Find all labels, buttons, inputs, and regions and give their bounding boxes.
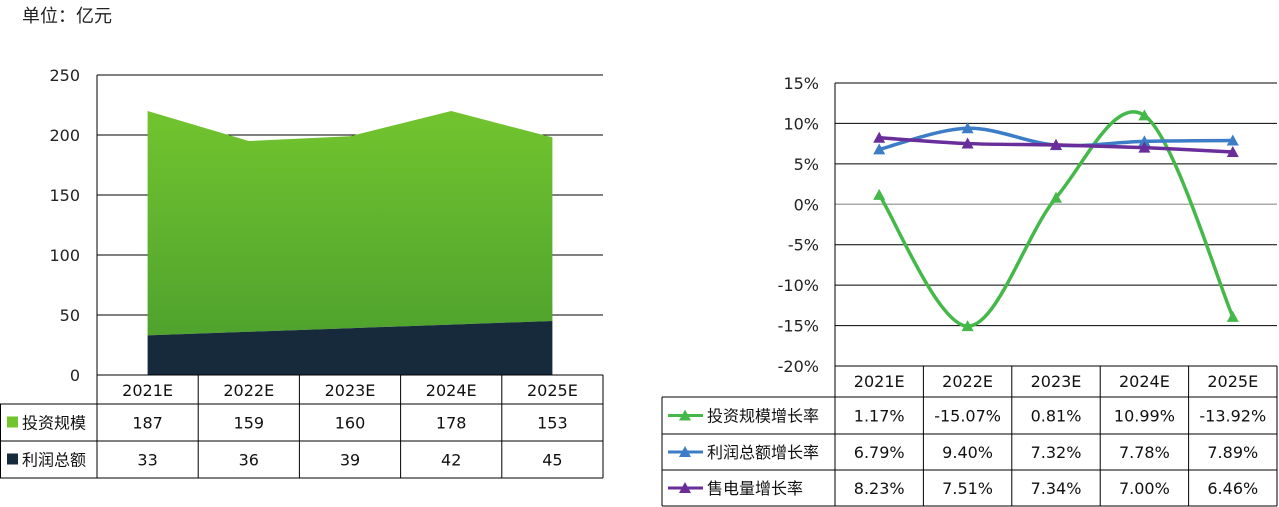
data-label: 7.34% [1031, 479, 1082, 498]
x-tick-label: 2022E [223, 381, 274, 400]
data-label: 7.32% [1031, 443, 1082, 462]
data-label: 10.99% [1114, 407, 1175, 426]
y-tick-label: 100 [49, 246, 80, 265]
data-label: 7.78% [1119, 443, 1170, 462]
data-label: 7.51% [942, 479, 993, 498]
y-tick-label: 150 [49, 186, 80, 205]
series-point [1138, 135, 1151, 147]
y-tick-label: 50 [60, 306, 80, 325]
data-label: 160 [335, 414, 366, 433]
data-label: 36 [239, 451, 259, 470]
legend-marker [679, 446, 691, 457]
right-line-chart: -20% -15% -10% -5% 0% 5% 10% 15% 2021E 2022E 2023E… [661, 74, 1278, 507]
data-label: 33 [137, 451, 157, 470]
data-label: -15.07% [934, 407, 1001, 426]
data-label: -13.92% [1199, 407, 1266, 426]
y-tick-label: 0% [794, 195, 819, 214]
legend-label: 利润总额增长率 [707, 443, 819, 462]
series-point [961, 122, 974, 134]
series-point [873, 131, 886, 143]
x-tick-label: 2025E [527, 381, 578, 400]
series-point [1138, 109, 1151, 121]
y-tick-label: -20% [778, 357, 819, 376]
left-area-chart: 0 50 100 150 200 250 2021E 2022E 2023E 2024E 2025E… [0, 66, 604, 479]
series-area-投资规模 [147, 111, 553, 336]
y-tick-label: -5% [788, 236, 819, 255]
data-label: 0.81% [1031, 407, 1082, 426]
legend-marker [679, 409, 691, 421]
y-tick-label: -15% [778, 317, 819, 336]
data-label: 6.79% [854, 443, 905, 462]
series-point [1226, 146, 1239, 158]
data-label: 6.46% [1207, 479, 1258, 498]
data-label: 153 [537, 414, 568, 433]
x-tick-label: 2021E [854, 372, 905, 391]
data-label: 1.17% [854, 407, 905, 426]
x-tick-label: 2023E [1031, 372, 1082, 391]
x-tick-label: 2021E [122, 381, 173, 400]
legend-label: 投资规模 [22, 414, 86, 433]
y-tick-label: -10% [778, 276, 819, 295]
series-point [873, 188, 886, 200]
unit-label: 单位：亿元 [22, 6, 112, 27]
data-label: 39 [340, 451, 360, 470]
x-tick-label: 2023E [325, 381, 376, 400]
legend-label: 利润总额 [22, 451, 86, 470]
data-label: 42 [441, 451, 461, 470]
y-tick-label: 5% [794, 155, 819, 174]
legend-key [7, 453, 18, 465]
legend-key [7, 416, 18, 428]
data-label: 8.23% [854, 479, 905, 498]
series-point [1226, 134, 1239, 146]
legend-label: 售电量增长率 [707, 479, 803, 498]
x-tick-label: 2025E [1207, 372, 1258, 391]
series-point [1138, 141, 1151, 153]
legend-marker [679, 482, 691, 493]
series-point [1050, 138, 1062, 150]
legend-label: 投资规模增长率 [707, 407, 819, 426]
data-label: 7.89% [1207, 443, 1258, 462]
y-tick-label: 250 [49, 66, 80, 85]
x-tick-label: 2024E [1119, 372, 1170, 391]
series-point [961, 320, 974, 332]
data-label: 159 [234, 414, 265, 433]
series-point [1226, 310, 1239, 322]
series-point [961, 137, 974, 149]
y-tick-label: 15% [783, 74, 819, 93]
series-point [873, 143, 886, 155]
data-label: 187 [132, 414, 163, 433]
x-tick-label: 2022E [942, 372, 993, 391]
y-tick-label: 10% [783, 114, 819, 133]
x-tick-label: 2024E [426, 381, 477, 400]
series-point [1050, 191, 1062, 203]
y-tick-label: 0 [70, 366, 80, 385]
data-label: 7.00% [1119, 479, 1170, 498]
data-label: 178 [436, 414, 467, 433]
data-label: 9.40% [942, 443, 993, 462]
y-tick-label: 200 [49, 126, 80, 145]
data-label: 45 [542, 451, 562, 470]
series-area-利润总额 [147, 321, 553, 375]
